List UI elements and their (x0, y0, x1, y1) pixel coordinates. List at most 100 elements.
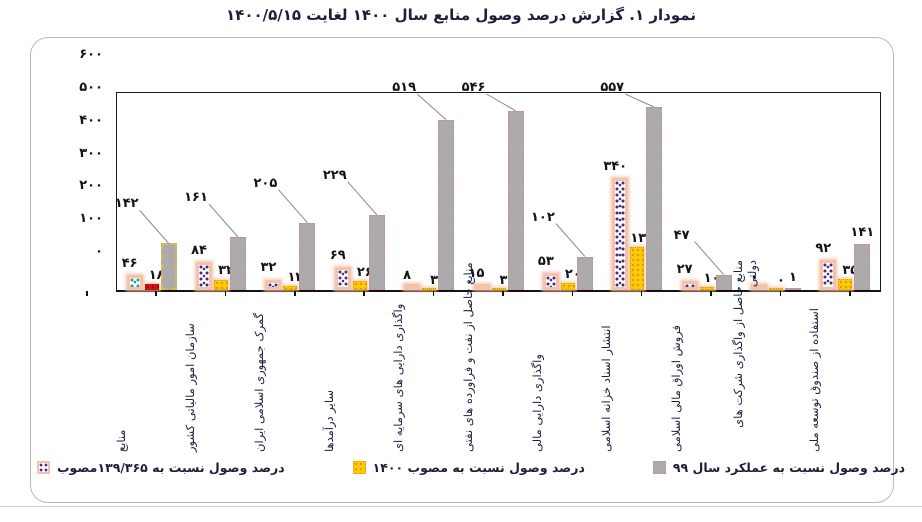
bar-series2-group10 (854, 243, 871, 290)
x-tick (432, 291, 435, 296)
x-tick (849, 291, 851, 296)
legend-item-gray: درصد وصول نسبت به عملکرد سال ۹۹ (652, 459, 906, 475)
x-tick (224, 291, 227, 296)
value-label-series2-group4: ۵۱۹ (392, 80, 417, 95)
callout-line-group3 (347, 181, 378, 216)
callout-line-group1 (208, 203, 239, 238)
category-label-7: انتشار اسناد خزانه اسلامی (599, 325, 614, 452)
gray-series-swatch-icon (652, 460, 666, 474)
category-label-9: منابع حاصل از واگذاری شرکت های دولتی (730, 260, 759, 428)
bar-series2-group6 (576, 256, 593, 290)
value-label-series2-group7: ۵۵۷ (600, 80, 625, 95)
chart-frame: ۴۶ ۱۸ ۱۴۲ ۸۴ ۳۲ ۱۶۱ ۳۲ ۱۲ ۲۰۵ ۶۹ ۲۶ ۲۲۹ ۸ ۳ ۵۱۹ ۱۵ ۳ ۵۴۶ ۵… (30, 37, 905, 503)
value-label-series2-group1: ۱۶۱ (184, 190, 208, 206)
bar-series1-group7 (630, 247, 645, 290)
legend-item-dotted: درصد وصول نسبت به ۱۳۹/۳۶۵مصوب (36, 459, 285, 475)
category-label-5: منابع حاصل از نفت و فراورده های نفتی (460, 262, 475, 452)
plot-area: ۴۶ ۱۸ ۱۴۲ ۸۴ ۳۲ ۱۶۱ ۳۲ ۱۲ ۲۰۵ ۶۹ ۲۶ ۲۲۹ ۸ ۳ ۵۱۹ ۱۵ ۳ ۵۴۶ ۵… (115, 81, 881, 292)
x-tick (86, 291, 88, 296)
x-tick (363, 291, 365, 296)
legend-label: درصد وصول نسبت به ۱۳۹/۳۶۵مصوب (56, 459, 285, 475)
bar-series2-group8 (715, 274, 732, 290)
callout-line-group6 (555, 223, 586, 257)
bar-series0-group3 (334, 267, 351, 290)
callout-line-group0 (139, 210, 170, 244)
legend: درصد وصول نسبت به عملکرد سال ۹۹ درصد وصول… (36, 452, 905, 482)
bar-series1-group1 (214, 279, 229, 290)
bar-series1-group10 (838, 278, 853, 290)
bar-series0-group8 (681, 281, 698, 290)
y-tick-label: ۱۰۰ (79, 211, 103, 227)
callout-line-group7 (625, 93, 655, 108)
bar-series1-group4 (422, 288, 437, 290)
bar-series0-group7 (612, 178, 629, 290)
bar-series1-group3 (352, 281, 367, 290)
bar-series2-group3 (368, 214, 385, 290)
value-label-series0-group10: ۹۲ (815, 240, 832, 256)
category-label-3: سایر درآمدها (321, 390, 336, 452)
y-tick-label: ۰ (95, 244, 103, 259)
x-tick (294, 291, 296, 296)
bar-series2-group1 (230, 237, 247, 290)
category-label-1: سازمان امور مالیاتی کشور (183, 323, 198, 452)
bar-series1-group9 (768, 288, 783, 290)
bar-series0-group4 (404, 284, 421, 290)
bar-series2-group2 (299, 222, 316, 290)
dotted-series-swatch-icon (36, 460, 50, 474)
bar-series1-group6 (560, 283, 575, 290)
bar-series0-group6 (542, 272, 559, 290)
value-label-series2-group10: ۱۴۱ (850, 224, 875, 240)
x-tick (502, 291, 504, 296)
category-label-0: منابع (113, 429, 128, 452)
bar-series0-group5 (473, 284, 490, 290)
value-label-series0-group1: ۸۴ (191, 243, 207, 259)
category-label-4: واگذاری دارایی های سرمایه ای (391, 303, 406, 452)
bar-series1-group0 (144, 284, 159, 290)
yellow-series-swatch-icon (352, 460, 366, 474)
legend-label: درصد وصول نسبت به مصوب ۱۴۰۰ (372, 459, 585, 475)
legend-item-yellow: درصد وصول نسبت به مصوب ۱۴۰۰ (352, 459, 585, 475)
bottom-divider-line (0, 506, 922, 507)
bar-series2-group7 (646, 107, 663, 290)
value-label-series2-group2: ۲۰۵ (253, 175, 278, 191)
x-tick (155, 291, 157, 296)
x-tick (779, 291, 782, 296)
bar-series0-group1 (196, 262, 213, 290)
category-label-8: فروش اوراق مالی اسلامی (668, 324, 683, 452)
callout-line-group2 (278, 189, 308, 224)
value-label-series2-group8: ۴۷ (673, 227, 690, 243)
bar-series0-group10 (820, 259, 837, 290)
value-label-series2-group0: ۱۴۲ (114, 196, 139, 212)
value-label-series2-group6: ۱۰۲ (530, 209, 555, 225)
y-tick-label: ۵۰۰ (79, 79, 103, 95)
callout-line-group5 (486, 93, 516, 112)
bar-series0-group9 (750, 284, 767, 290)
legend-label: درصد وصول نسبت به عملکرد سال ۹۹ (672, 459, 906, 475)
chart-title: نمودار ۱. گزارش درصد وصول منابع سال ۱۴۰۰… (226, 6, 696, 24)
value-label-series2-group5: ۵۴۶ (461, 80, 486, 95)
bar-series2-group4 (438, 119, 455, 290)
bar-series1-group2 (283, 286, 298, 290)
y-tick-label: ۳۰۰ (79, 145, 103, 161)
bar-series2-group0 (160, 243, 177, 290)
bar-series0-group0 (126, 274, 143, 290)
y-tick-label: ۴۰۰ (79, 112, 103, 128)
category-label-2: گمرک جمهوری اسلامی ایران (252, 312, 267, 452)
bar-series2-group5 (507, 110, 524, 290)
value-label-series2-group3: ۲۲۹ (322, 167, 347, 183)
x-tick (571, 291, 574, 296)
bar-series1-group8 (699, 286, 714, 290)
y-tick-label: ۶۰۰ (79, 47, 103, 62)
value-label-series0-group7: ۳۴۰ (603, 159, 628, 175)
x-tick (640, 291, 643, 296)
category-label-10: استفاده از صندوق توسعه ملی (807, 308, 822, 452)
callout-line-group4 (416, 93, 447, 120)
bar-series1-group5 (491, 288, 506, 290)
bar-series2-group9 (784, 288, 801, 290)
callout-line-group8 (694, 241, 724, 275)
category-label-6: واگذاری دارایی مالی (529, 354, 544, 452)
x-tick (710, 291, 712, 296)
y-tick-label: ۲۰۰ (79, 178, 103, 194)
bar-series0-group2 (265, 279, 282, 290)
